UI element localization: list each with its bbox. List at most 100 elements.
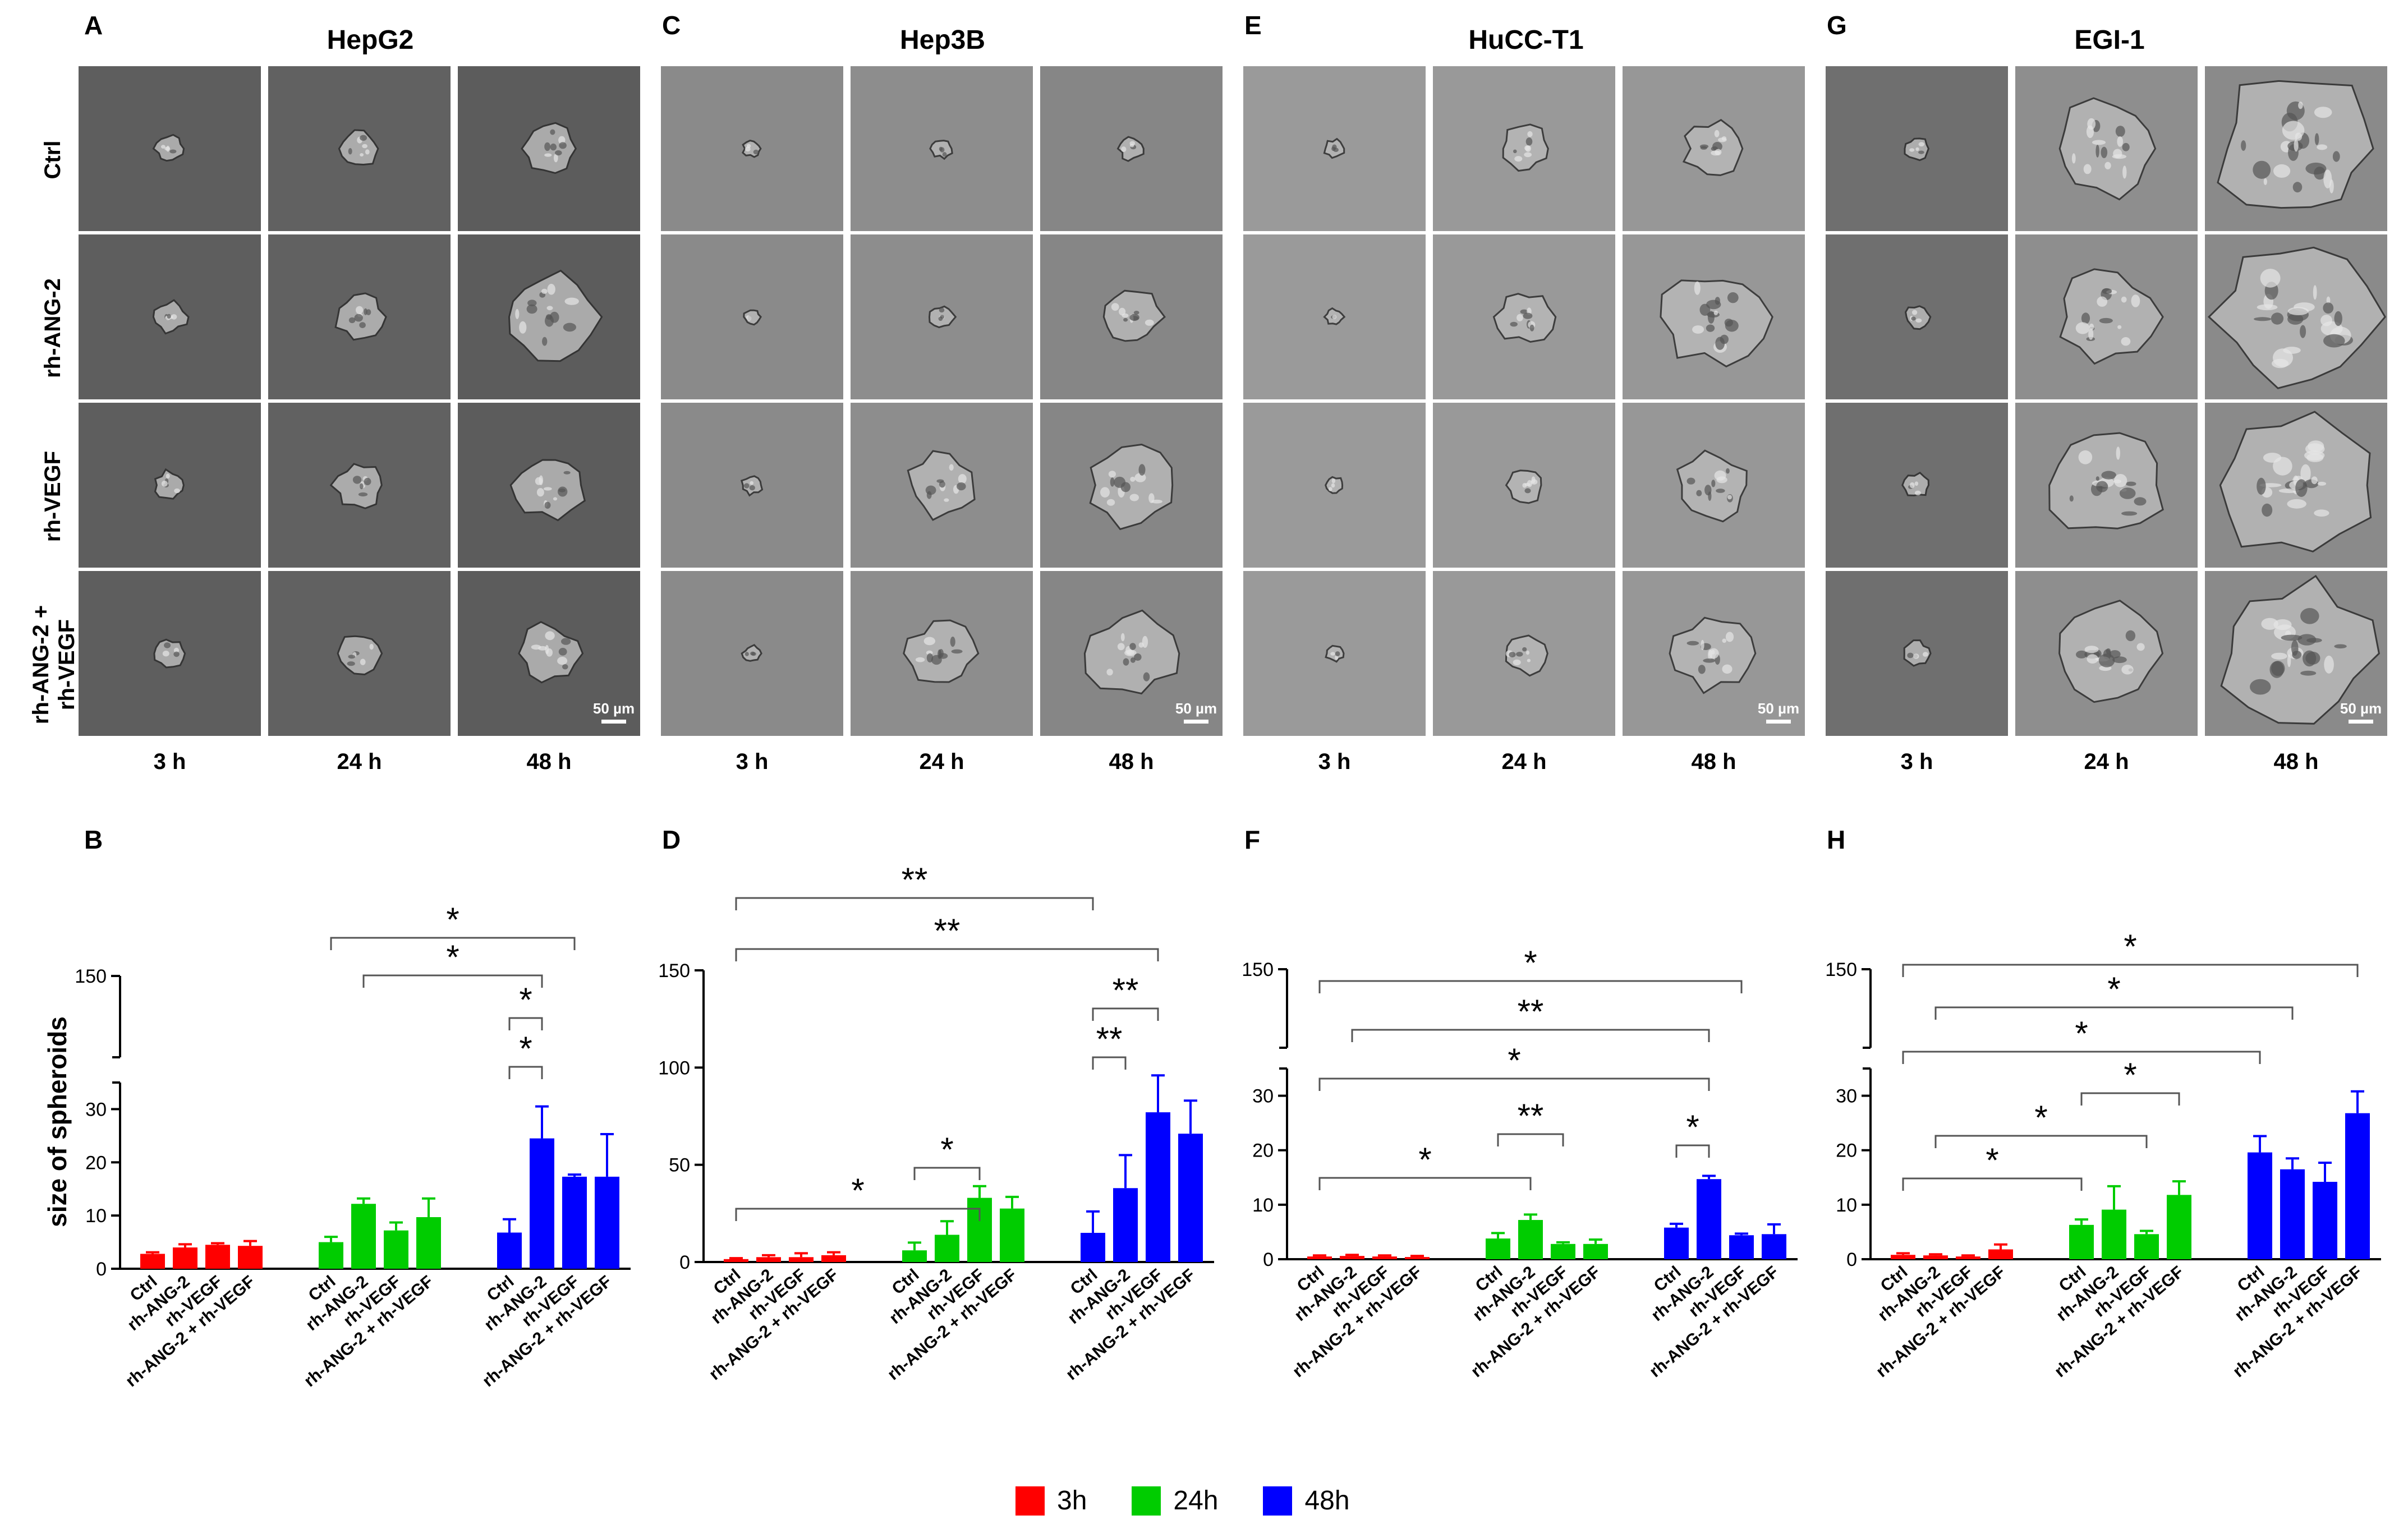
scale-bar-line	[2349, 720, 2373, 724]
bar	[1729, 1235, 1754, 1259]
y-tick-label: 20	[1836, 1140, 1857, 1162]
scale-bar-label: 50 µm	[1175, 700, 1217, 717]
bar	[1697, 1179, 1721, 1259]
bar	[2248, 1152, 2272, 1259]
significance-bracket	[1497, 1133, 1564, 1146]
bar	[1178, 1134, 1203, 1262]
bar	[935, 1235, 959, 1262]
bar	[2280, 1169, 2305, 1259]
micrograph-tile: 50 µm	[2205, 571, 2387, 736]
micrograph-tile	[458, 403, 640, 568]
legend-label-24h: 24h	[1173, 1486, 1219, 1516]
micrograph-tile	[851, 571, 1033, 736]
bar	[1113, 1188, 1138, 1262]
title-hepg2: HepG2	[327, 25, 414, 55]
time-label: 48 h	[526, 749, 572, 774]
significance-bracket	[2080, 1092, 2180, 1106]
micrograph-tile	[2205, 66, 2387, 231]
scale-bar-label: 50 µm	[592, 700, 635, 717]
significance-mark: *	[446, 938, 459, 976]
bar	[902, 1250, 927, 1262]
micrograph-tile: 50 µm	[458, 571, 640, 736]
bar	[1762, 1234, 1786, 1259]
micrograph-tile	[1826, 234, 2008, 399]
micrograph-tile	[79, 571, 261, 736]
significance-bracket	[735, 897, 1094, 910]
panel-letter-c: C	[662, 11, 681, 40]
micrograph-tile	[1623, 234, 1805, 399]
micrograph-tile	[661, 66, 843, 231]
panel-letter-f: F	[1244, 825, 1261, 854]
significance-mark: *	[1418, 1141, 1431, 1178]
bar	[1486, 1238, 1510, 1259]
bar	[1956, 1256, 1980, 1259]
significance-bracket	[508, 1017, 543, 1030]
micrograph-tile	[2015, 234, 2198, 399]
scale-bar-label: 50 µm	[1757, 700, 1800, 717]
legend-label-48h: 48h	[1304, 1486, 1350, 1516]
y-tick-label: 150	[1825, 959, 1857, 980]
micrograph-tile	[268, 403, 451, 568]
micrograph-tile	[458, 66, 640, 231]
significance-mark: *	[2107, 970, 2120, 1008]
time-label: 3 h	[736, 749, 769, 774]
bar	[756, 1257, 781, 1262]
bar	[789, 1257, 814, 1262]
bar	[1923, 1255, 1948, 1259]
micrograph-tile	[1623, 66, 1805, 231]
bar	[1518, 1220, 1543, 1259]
time-label: 24 h	[919, 749, 964, 774]
significance-mark: *	[2124, 928, 2136, 965]
significance-bracket	[1092, 1056, 1127, 1070]
significance-bracket	[362, 974, 543, 988]
scale-bar-line	[1184, 720, 1208, 724]
bar	[497, 1232, 522, 1269]
micrograph-tile	[1243, 571, 1426, 736]
micrograph-tile	[1826, 66, 2008, 231]
y-tick-label: 100	[658, 1057, 690, 1079]
significance-mark: **	[902, 861, 928, 899]
y-tick-label: 30	[1252, 1086, 1274, 1107]
y-tick-label: 30	[85, 1099, 107, 1120]
time-label: 48 h	[1691, 749, 1736, 774]
y-tick-label: 0	[96, 1259, 107, 1280]
panel-letter-d: D	[662, 825, 681, 854]
legend-swatch-24h	[1132, 1486, 1161, 1516]
significance-mark: *	[519, 1030, 532, 1067]
bar	[724, 1259, 748, 1262]
significance-mark: *	[2034, 1099, 2047, 1136]
bar	[2069, 1224, 2094, 1259]
significance-mark: *	[446, 901, 459, 938]
bar	[595, 1176, 619, 1269]
micrograph-tile	[2015, 403, 2198, 568]
significance-bracket	[1092, 1007, 1159, 1021]
bar	[1340, 1256, 1364, 1259]
micrograph-tile	[1433, 66, 1615, 231]
significance-bracket	[1675, 1144, 1710, 1158]
significance-bracket	[1902, 964, 2359, 977]
micrograph-tile	[661, 403, 843, 568]
micrograph-tile	[1040, 403, 1223, 568]
bar	[1405, 1257, 1430, 1259]
significance-bracket	[1318, 1077, 1710, 1091]
significance-bracket	[1318, 1177, 1532, 1190]
bar	[1664, 1227, 1689, 1259]
legend-swatch-48h	[1263, 1486, 1293, 1516]
y-tick-label: 30	[1836, 1086, 1857, 1107]
y-axis-label: size of spheroids	[43, 1016, 72, 1227]
title-egi1: EGI-1	[2074, 25, 2145, 55]
micrograph-tile	[268, 234, 451, 399]
bar	[1551, 1244, 1575, 1259]
significance-mark: **	[1518, 993, 1544, 1030]
micrograph-tile	[2205, 234, 2387, 399]
bar	[238, 1246, 263, 1269]
scale-bar-line	[601, 720, 626, 724]
time-label: 3 h	[153, 749, 186, 774]
significance-mark: *	[1986, 1141, 1998, 1179]
time-label: 24 h	[1501, 749, 1547, 774]
bar	[2134, 1234, 2159, 1259]
panel-letter-a: A	[84, 11, 103, 40]
significance-bracket	[1934, 1135, 2148, 1148]
significance-mark: **	[1113, 971, 1139, 1009]
